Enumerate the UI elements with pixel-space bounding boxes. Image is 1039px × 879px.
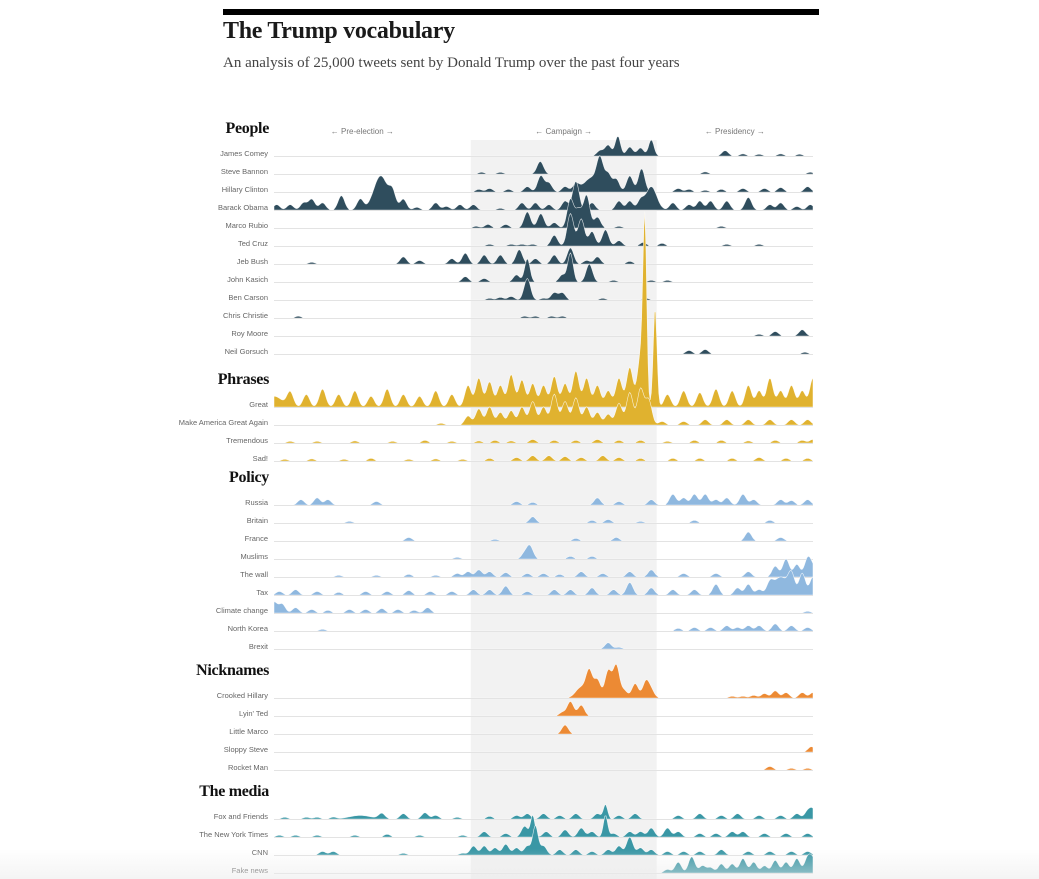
series-label: Roy Moore: [231, 329, 268, 338]
series-label: Sad!: [252, 454, 268, 463]
series-area: [274, 455, 814, 462]
series-area: [274, 663, 814, 699]
section-title: The media: [199, 783, 269, 800]
series-area: [274, 516, 813, 524]
series-area: [274, 493, 814, 506]
series-label: Neil Gorsuch: [224, 347, 268, 356]
period-label: ← Presidency →: [704, 127, 765, 136]
series-area: [274, 387, 814, 426]
series-area: [274, 555, 814, 578]
series-area: [274, 701, 813, 717]
series-label: Steve Bannon: [220, 167, 268, 176]
series-label: John Kasich: [227, 275, 268, 284]
series-label: Little Marco: [229, 727, 268, 736]
series-area: [274, 252, 813, 283]
series-label: Russia: [245, 498, 268, 507]
series-area: [274, 155, 814, 193]
series-label: Chris Christie: [222, 311, 268, 320]
series-label: Sloppy Steve: [223, 745, 268, 754]
series-label: Barack Obama: [217, 203, 268, 212]
series-label: The wall: [240, 570, 268, 579]
series-area: [273, 570, 814, 596]
series-label: Brexit: [248, 642, 268, 651]
period-label: ← Campaign →: [535, 127, 593, 136]
series-area: [274, 623, 814, 632]
series-area: [274, 746, 814, 753]
series-area: [274, 277, 813, 301]
period-shade: [470, 140, 657, 879]
series-label: Ben Carson: [228, 293, 268, 302]
series-area: [274, 544, 813, 560]
series-label: North Korea: [227, 624, 268, 633]
series-area: [274, 804, 814, 820]
series-area: [274, 642, 813, 650]
series-label: Tax: [256, 588, 268, 597]
series-label: Lyin' Ted: [239, 709, 268, 718]
section-title: People: [225, 120, 269, 137]
series-label: Britain: [246, 516, 268, 525]
series-area: [272, 814, 814, 838]
series-area: [273, 601, 815, 614]
page-title: The Trump vocabulary: [223, 18, 455, 44]
section-title: Policy: [229, 469, 269, 486]
section-title: Nicknames: [196, 662, 269, 679]
series-label: Climate change: [215, 606, 268, 615]
series-label: Fake news: [231, 866, 268, 875]
series-label: Fox and Friends: [213, 812, 268, 821]
series-label: France: [244, 534, 268, 543]
series-label: Marco Rubio: [225, 221, 268, 230]
series-area: [274, 212, 813, 247]
series-area: [274, 194, 813, 229]
series-area: [274, 161, 814, 175]
series-label: Jeb Bush: [236, 257, 268, 266]
series-area: [273, 175, 814, 211]
page-subtitle: An analysis of 25,000 tweets sent by Don…: [223, 55, 680, 71]
section-title: Phrases: [217, 371, 270, 388]
series-label: Great: [249, 400, 268, 409]
series-label: Hillary Clinton: [221, 185, 268, 194]
series-area: [274, 349, 813, 355]
series-area: [274, 439, 814, 444]
series-area: [273, 211, 814, 408]
series-label: Crooked Hillary: [216, 691, 268, 700]
series-label: Ted Cruz: [237, 239, 268, 248]
series-area: [274, 766, 815, 771]
series-label: Tremendous: [226, 436, 268, 445]
period-label: ← Pre-election →: [330, 127, 394, 136]
series-area: [274, 315, 813, 319]
series-area: [274, 724, 813, 735]
header-rule: [223, 9, 819, 15]
series-label: James Comey: [220, 149, 268, 158]
series-label: The New York Times: [199, 830, 268, 839]
series-label: Make America Great Again: [178, 418, 268, 427]
series-area: [274, 135, 813, 157]
series-label: CNN: [251, 848, 268, 857]
series-label: Rocket Man: [227, 763, 268, 772]
series-label: Muslims: [240, 552, 269, 561]
series-area: [274, 531, 813, 542]
series-area: [274, 329, 813, 337]
series-area: [274, 247, 813, 265]
